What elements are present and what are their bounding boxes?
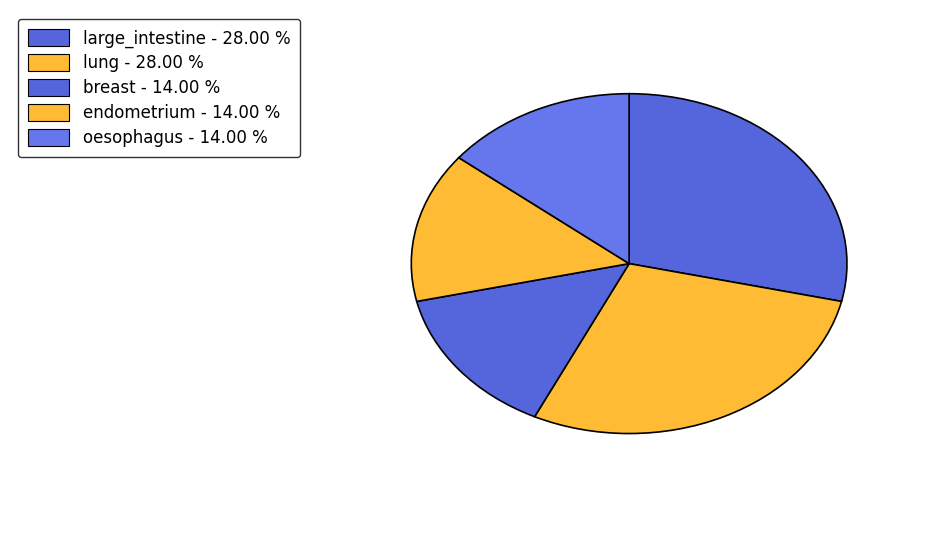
Wedge shape (534, 264, 841, 434)
Wedge shape (411, 158, 629, 301)
Legend: large_intestine - 28.00 %, lung - 28.00 %, breast - 14.00 %, endometrium - 14.00: large_intestine - 28.00 %, lung - 28.00 … (18, 19, 300, 157)
Wedge shape (417, 264, 629, 417)
Wedge shape (629, 94, 847, 301)
Wedge shape (459, 94, 629, 264)
